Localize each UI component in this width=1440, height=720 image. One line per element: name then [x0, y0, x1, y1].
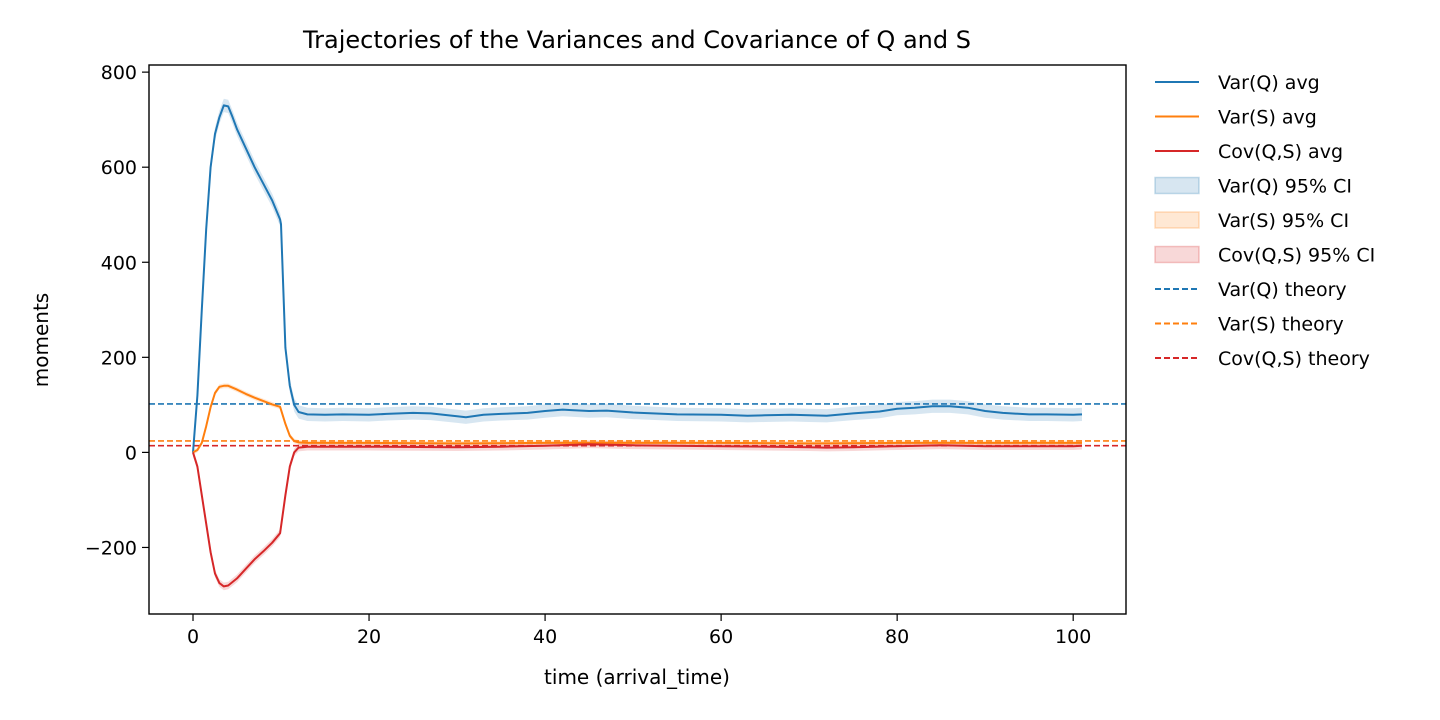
legend-label: Cov(Q,S) theory: [1218, 348, 1370, 370]
legend-swatch: [1154, 176, 1200, 195]
legend-item-var-q-95-ci: Var(Q) 95% CI: [1154, 176, 1352, 198]
y-tick-label: 600: [101, 157, 137, 179]
cov-q-s-avg-line: [192, 443, 1083, 588]
x-tick-label: 20: [357, 626, 381, 648]
plot-area: [149, 98, 1126, 591]
legend-swatch: [1154, 211, 1200, 229]
plot-frame: [148, 64, 1127, 615]
legend-label: Var(S) theory: [1218, 314, 1344, 336]
legend-item-var-q-avg: Var(Q) avg: [1155, 72, 1320, 94]
x-tick-label: 40: [533, 626, 557, 648]
y-tick-label: 200: [101, 347, 137, 369]
legend-item-var-s-avg: Var(S) avg: [1155, 107, 1317, 129]
y-tick-label: 400: [101, 252, 137, 274]
legend-swatch: [1154, 245, 1200, 264]
legend-label: Cov(Q,S) 95% CI: [1218, 245, 1375, 267]
y-tick-label: −200: [85, 537, 137, 559]
legend-label: Cov(Q,S) avg: [1218, 141, 1343, 163]
var-q-avg-line: [192, 104, 1083, 453]
legend-item-cov-q-s-theory: Cov(Q,S) theory: [1155, 348, 1370, 370]
legend-item-cov-q-s-avg: Cov(Q,S) avg: [1155, 141, 1343, 163]
plot-content: [149, 98, 1126, 591]
legend-label: Var(Q) avg: [1218, 72, 1320, 94]
x-tick-label: 0: [187, 626, 199, 648]
x-axis-label: time (arrival_time): [544, 665, 730, 689]
y-axis-label: moments: [29, 293, 53, 387]
y-tick-label: 0: [125, 442, 137, 464]
legend-label: Var(Q) 95% CI: [1218, 176, 1352, 198]
x-tick-label: 60: [709, 626, 733, 648]
x-tick-label: 100: [1055, 626, 1091, 648]
chart-title: Trajectories of the Variances and Covari…: [302, 26, 971, 54]
legend-item-var-s-theory: Var(S) theory: [1155, 314, 1344, 336]
y-axis: −200 0 200 400 600 800: [85, 62, 149, 559]
var-s-avg-line: [192, 384, 1082, 454]
legend-item-var-s-95-ci: Var(S) 95% CI: [1154, 210, 1349, 232]
cov-q-s-95-ci-band: [193, 440, 1082, 591]
legend-label: Var(Q) theory: [1218, 279, 1347, 301]
legend-label: Var(S) 95% CI: [1218, 210, 1349, 232]
x-axis: 0 20 40 60 80 100: [187, 614, 1091, 648]
var-q-95-ci-band: [193, 98, 1082, 459]
x-tick-label: 80: [885, 626, 909, 648]
y-tick-label: 800: [101, 62, 137, 84]
legend: Var(Q) avg Var(S) avg Cov(Q,S) avg Var(Q) 9…: [1154, 72, 1375, 370]
legend-item-cov-q-s-95-ci: Cov(Q,S) 95% CI: [1154, 245, 1375, 267]
legend-item-var-q-theory: Var(Q) theory: [1155, 279, 1347, 301]
legend-label: Var(S) avg: [1218, 107, 1317, 129]
